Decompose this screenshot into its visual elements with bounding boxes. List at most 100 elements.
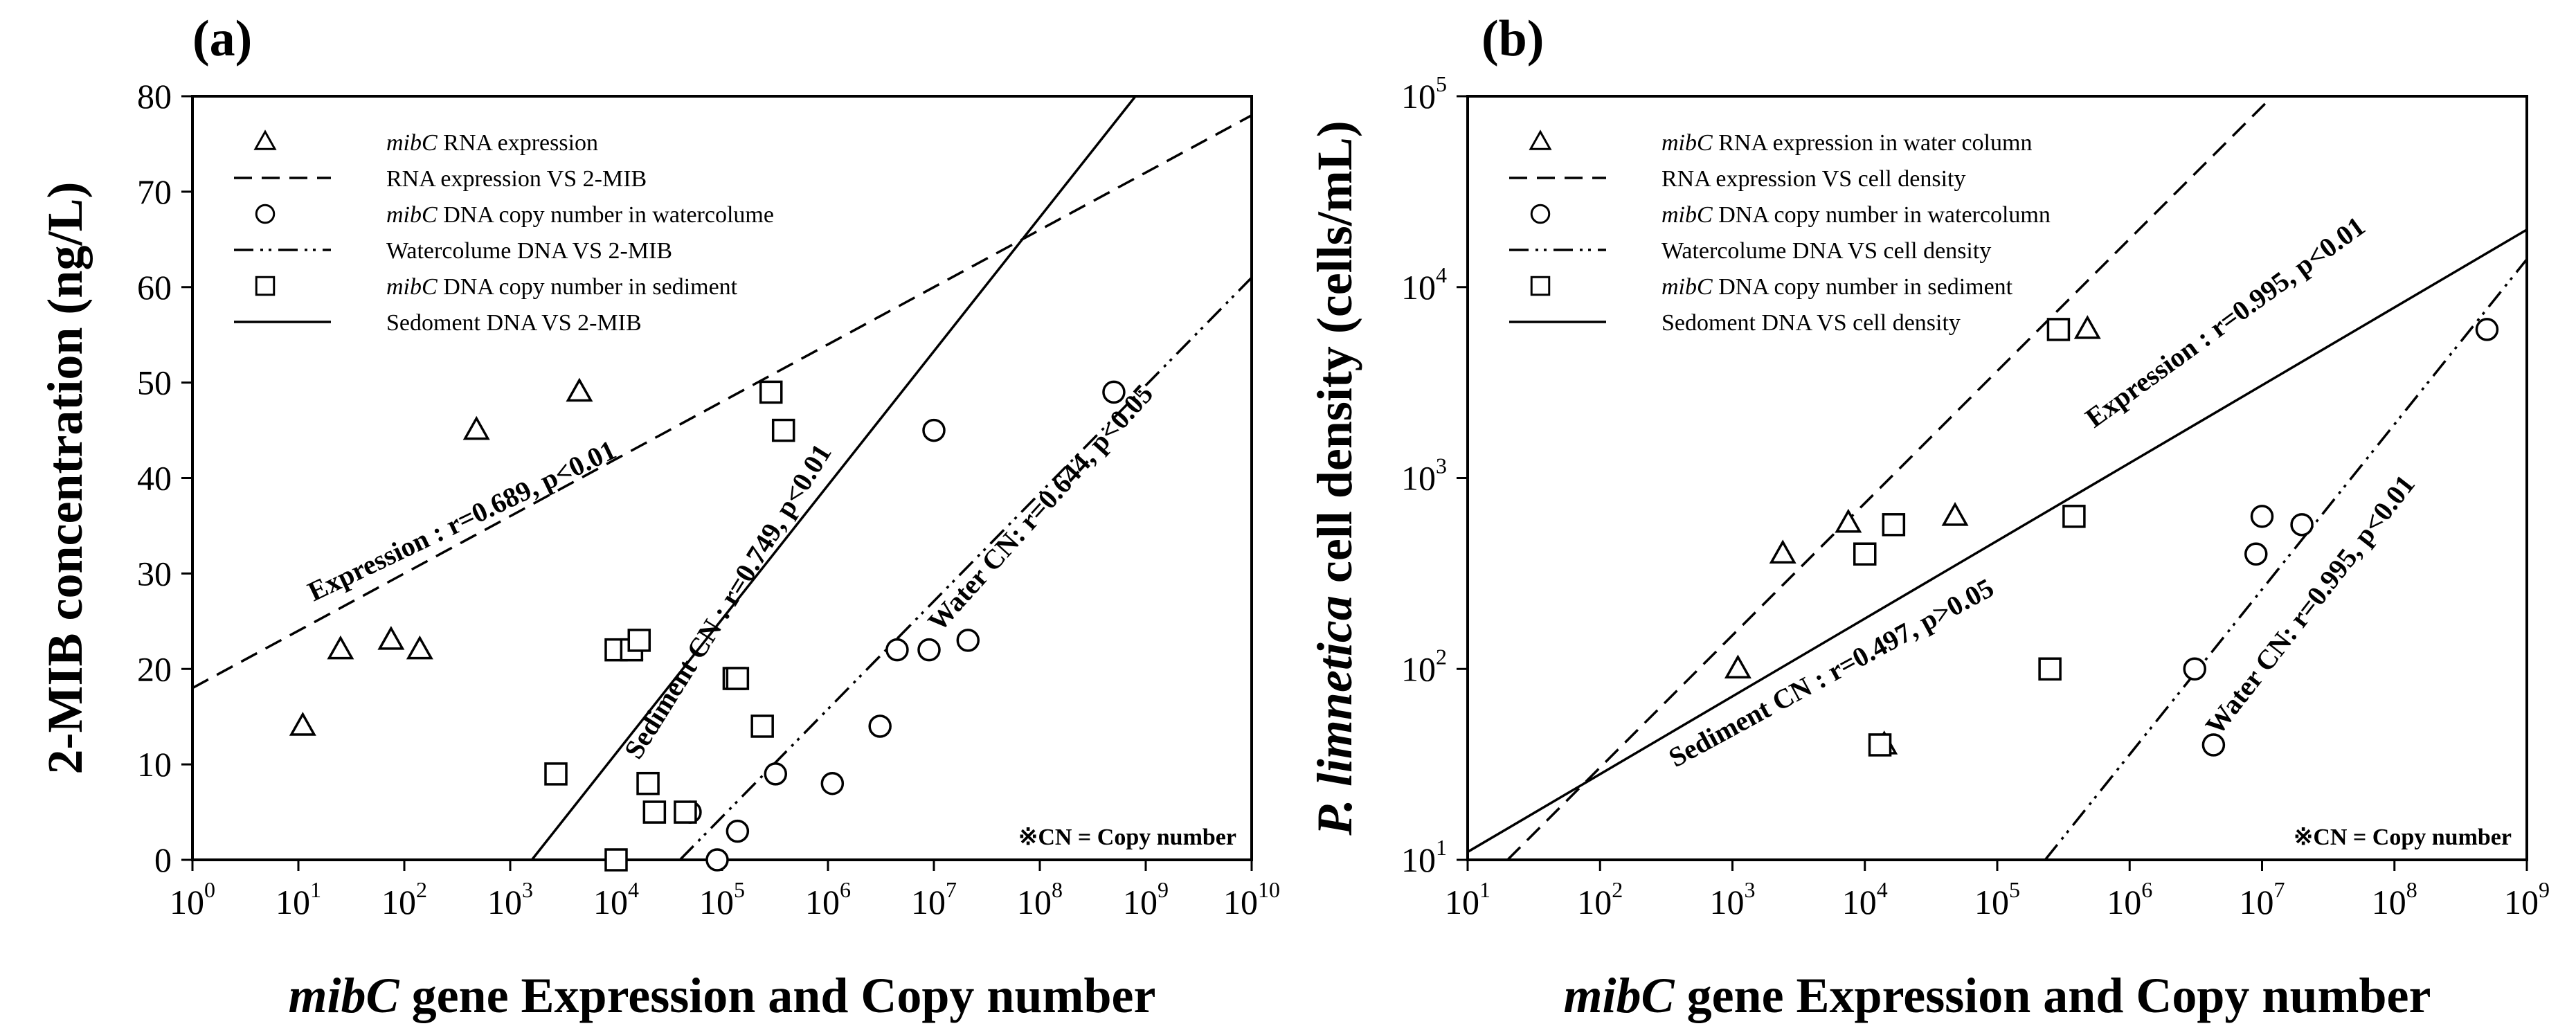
series-triangle [289, 377, 644, 736]
data-point-circle [885, 638, 909, 662]
data-point-circle [1102, 380, 1126, 404]
y-tick-label: 60 [137, 268, 172, 307]
data-point-triangle [2073, 315, 2101, 339]
legend-marker-square [1530, 276, 1551, 296]
data-point-circle [2183, 657, 2206, 681]
data-point-square [1868, 733, 1892, 757]
x-axis-title: mibC gene Expression and Copy number [1564, 968, 2431, 1023]
correlation-annotation: Expression : r=0.689, p<0.01 [303, 434, 621, 607]
footnote: ※CN = Copy number [2294, 825, 2512, 850]
legend-marker-circle [1530, 204, 1551, 224]
x-tick-label: 109 [2504, 877, 2550, 921]
legend-label: mibC RNA expression in water column [1661, 130, 2032, 156]
series-circle [2183, 318, 2499, 757]
y-tick-label: 40 [137, 459, 172, 498]
x-tick-label: 101 [1445, 877, 1490, 921]
legend-label: mibC DNA copy number in watercolume [386, 202, 774, 228]
x-tick-label: 102 [381, 877, 427, 921]
legend-label: mibC RNA expression [386, 130, 598, 156]
y-tick-label: 0 [154, 840, 172, 879]
data-point-square [759, 380, 783, 404]
correlation-annotation: Sediment CN : r=0.497, p>0.05 [1664, 572, 1999, 773]
correlation-annotation: Sediment CN : r=0.749, p<0.01 [618, 438, 837, 764]
data-point-square [544, 762, 568, 786]
legend-label: mibC DNA copy number in sediment [1661, 274, 2013, 300]
data-point-circle [820, 771, 845, 795]
panel-b: (b) 101 102 103 104 105 106 107 108 109 101 102 103 1… [1307, 10, 2550, 1023]
legend-label: mibC DNA copy number in watercolumn [1661, 202, 2051, 228]
data-point-square [726, 667, 750, 690]
x-tick-label: 103 [1710, 877, 1756, 921]
panel-a: (a) 100 101 102 103 104 105 106 107 108 109 1010 0 10… [37, 10, 1280, 1023]
data-point-circle [922, 418, 946, 442]
data-point-circle [2475, 318, 2499, 341]
fit-line-solid [1468, 228, 2527, 854]
fit-line-dashdot [2044, 258, 2527, 860]
x-tick-label: 108 [1017, 877, 1063, 921]
data-point-circle [2290, 513, 2314, 537]
legend-marker-circle [255, 204, 276, 224]
y-axis-title: 2-MIB concentration (ng/L) [37, 182, 93, 775]
data-point-circle [2201, 733, 2226, 757]
data-point-square [750, 714, 774, 738]
x-tick-label: 104 [1842, 877, 1888, 921]
data-point-circle [2250, 505, 2274, 528]
series-square [1853, 318, 2086, 757]
fit-line-solid [530, 96, 1137, 860]
x-tick-label: 101 [276, 877, 321, 921]
legend-label: RNA expression VS 2-MIB [386, 166, 647, 192]
data-point-triangle [377, 626, 405, 650]
data-point-square [771, 418, 795, 442]
x-tick-label: 1010 [1223, 877, 1280, 921]
legend-label: Watercolume DNA VS 2-MIB [386, 238, 672, 264]
correlation-annotation: Water CN: r=0.995, p<0.01 [2199, 469, 2421, 740]
y-tick-label: 50 [137, 363, 172, 402]
x-tick-label: 102 [1577, 877, 1623, 921]
data-point-triangle [327, 635, 354, 660]
y-tick-label: 20 [137, 649, 172, 688]
fit-line-dash [192, 114, 1252, 690]
x-tick-label: 107 [2240, 877, 2285, 921]
data-point-square [642, 800, 667, 824]
data-point-triangle [566, 377, 593, 402]
data-point-square [2062, 505, 2086, 528]
fit-line-dash [1506, 96, 2273, 860]
legend-label: Watercolume DNA VS cell density [1661, 238, 1991, 264]
data-point-circle [764, 762, 788, 786]
x-tick-label: 106 [805, 877, 851, 921]
x-tick-label: 100 [170, 877, 215, 921]
legend-label: mibC DNA copy number in sediment [386, 274, 738, 300]
y-tick-label: 103 [1401, 453, 1447, 498]
data-point-triangle [1724, 654, 1751, 678]
y-tick-label: 10 [137, 745, 172, 784]
x-tick-label: 105 [699, 877, 745, 921]
y-tick-label: 30 [137, 554, 172, 593]
legend-marker-triangle [253, 129, 277, 150]
legend: mibC RNA expression RNA expression VS 2-M… [234, 129, 774, 336]
data-point-triangle [1835, 508, 1862, 533]
series-triangle [1724, 315, 2101, 755]
legend-label: Sedoment DNA VS 2-MIB [386, 310, 642, 336]
data-point-circle [726, 819, 750, 843]
correlation-annotation: Water CN: r=0.644, p<0.05 [921, 378, 1159, 637]
legend-marker-square [255, 276, 276, 296]
data-point-circle [2244, 542, 2268, 566]
data-point-triangle [406, 635, 433, 660]
y-tick-label: 105 [1401, 71, 1447, 116]
data-point-square [604, 848, 628, 872]
x-tick-label: 106 [2107, 877, 2152, 921]
series-square [544, 380, 795, 872]
x-tick-label: 109 [1123, 877, 1169, 921]
data-point-square [2046, 318, 2071, 341]
y-tick-label: 80 [137, 77, 172, 116]
data-point-square [1882, 513, 1906, 537]
data-point-circle [868, 714, 892, 738]
x-tick-label: 107 [911, 877, 957, 921]
data-point-square [636, 771, 660, 795]
data-point-circle [917, 638, 941, 662]
series-circle [678, 380, 1126, 872]
data-point-square [674, 800, 697, 824]
data-point-triangle [1941, 502, 1969, 526]
legend: mibC RNA expression in water column RNA e… [1509, 129, 2051, 336]
